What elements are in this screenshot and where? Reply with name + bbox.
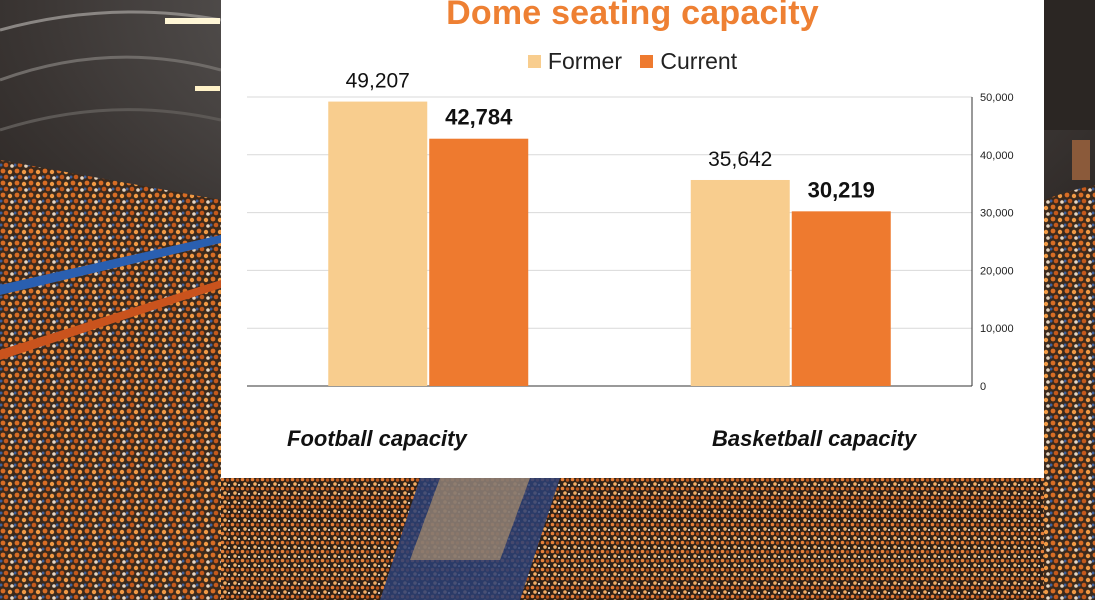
chart-plot-area: 0 10,000 20,000 30,000 40,000 50,000 49,207 35,… [247, 70, 1014, 393]
data-label-former-basketball: 35,642 [708, 148, 772, 171]
legend-swatch-former [527, 55, 541, 68]
y-tick-label-3: 30,000 [980, 208, 1014, 220]
legend-item-former: Former [527, 48, 623, 75]
legend-swatch-current [640, 55, 654, 68]
chart-legend: Former Current [221, 48, 1044, 75]
bar-current-basketball [791, 211, 891, 386]
bar-former-basketball [690, 179, 790, 386]
bar-current-football [429, 138, 529, 386]
y-tick-label-5: 50,000 [980, 92, 1014, 104]
category-label-basketball: Basketball capacity [712, 426, 917, 451]
data-label-current-basketball: 30,219 [808, 177, 875, 202]
y-tick-label-4: 40,000 [980, 150, 1014, 162]
y-tick-label-2: 20,000 [980, 265, 1014, 277]
bar-former-football [328, 101, 428, 386]
category-label-football: Football capacity [287, 426, 467, 451]
y-tick-label-1: 10,000 [980, 323, 1014, 335]
data-label-current-football: 42,784 [445, 105, 513, 130]
y-tick-label-0: 0 [980, 381, 986, 393]
legend-label-former: Former [547, 48, 623, 74]
chart-card: Dome seating capacity Former Current 0 10… [221, 0, 1044, 478]
data-label-former-football: 49,207 [346, 70, 410, 93]
legend-item-current: Current [640, 48, 737, 75]
chart-title: Dome seating capacity [446, 0, 819, 32]
legend-label-current: Current [660, 48, 738, 74]
